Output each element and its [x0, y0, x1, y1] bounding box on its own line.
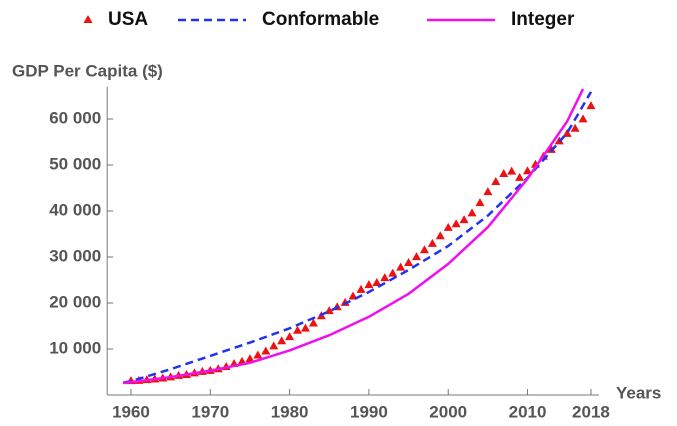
- point: [483, 187, 493, 196]
- point: [451, 219, 461, 228]
- point: [308, 318, 318, 327]
- point: [515, 172, 525, 181]
- point: [419, 245, 429, 254]
- point: [388, 268, 398, 277]
- x-tick-label: 2000: [429, 402, 467, 421]
- point: [546, 144, 556, 153]
- point: [293, 325, 303, 334]
- point: [562, 128, 572, 137]
- point: [523, 166, 533, 175]
- point: [491, 177, 501, 186]
- point: [285, 332, 295, 341]
- point: [475, 198, 485, 207]
- legend-label: USA: [108, 9, 148, 30]
- point: [364, 280, 374, 289]
- point: [467, 208, 477, 217]
- x-tick-label: 1980: [271, 402, 309, 421]
- x-tick-label: 1960: [112, 402, 150, 421]
- line-dashed: [122, 91, 593, 384]
- legend-label: Conformable: [262, 9, 379, 30]
- x-tick-label: 1990: [350, 402, 388, 421]
- line-solid: [122, 88, 585, 385]
- y-tick-label: 40 000: [49, 200, 101, 219]
- point: [507, 166, 517, 175]
- point: [411, 252, 421, 261]
- point: [372, 278, 382, 287]
- point: [499, 168, 509, 177]
- point: [586, 101, 596, 110]
- point: [261, 346, 271, 355]
- point: [459, 215, 469, 224]
- point: [435, 231, 445, 240]
- legend-symbol: [83, 15, 93, 23]
- point: [427, 238, 437, 247]
- y-tick-label: 60 000: [49, 108, 101, 127]
- point: [324, 306, 334, 315]
- point: [578, 114, 588, 123]
- point: [277, 336, 287, 345]
- x-tick-label: 2018: [572, 402, 610, 421]
- y-axis-label: GDP Per Capita ($): [12, 61, 163, 80]
- point: [253, 350, 263, 359]
- y-tick-label: 30 000: [49, 246, 101, 265]
- point: [404, 258, 414, 267]
- x-tick-label: 2010: [509, 402, 547, 421]
- x-tick-label: 1970: [191, 402, 229, 421]
- point: [443, 222, 453, 231]
- point: [269, 341, 279, 350]
- point: [245, 354, 255, 363]
- y-tick-label: 10 000: [49, 338, 101, 357]
- x-axis-label: Years: [616, 383, 661, 402]
- point: [380, 273, 390, 282]
- point: [356, 284, 366, 293]
- legend-label: Integer: [511, 9, 575, 30]
- point: [300, 323, 310, 332]
- y-tick-label: 20 000: [49, 292, 101, 311]
- point: [570, 123, 580, 132]
- y-tick-label: 50 000: [49, 154, 101, 173]
- point: [396, 262, 406, 271]
